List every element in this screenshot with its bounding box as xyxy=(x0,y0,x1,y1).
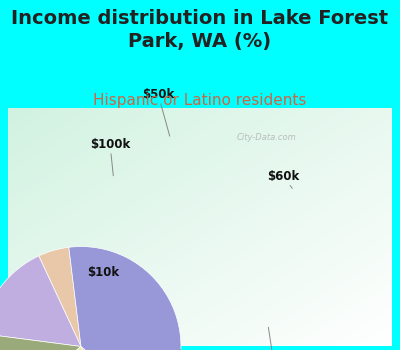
Text: City-Data.com: City-Data.com xyxy=(237,133,296,141)
Text: Income distribution in Lake Forest
Park, WA (%): Income distribution in Lake Forest Park,… xyxy=(12,9,388,51)
Wedge shape xyxy=(39,247,81,346)
Text: $10k: $10k xyxy=(87,266,119,279)
Text: Hispanic or Latino residents: Hispanic or Latino residents xyxy=(93,93,307,108)
Text: > $200k: > $200k xyxy=(247,327,302,350)
Text: $60k: $60k xyxy=(267,170,299,188)
Wedge shape xyxy=(4,346,129,350)
Wedge shape xyxy=(0,334,81,350)
Wedge shape xyxy=(81,346,158,350)
Text: $100k: $100k xyxy=(90,138,130,176)
Wedge shape xyxy=(0,256,81,346)
Text: $50k: $50k xyxy=(142,88,174,136)
Wedge shape xyxy=(69,246,181,350)
